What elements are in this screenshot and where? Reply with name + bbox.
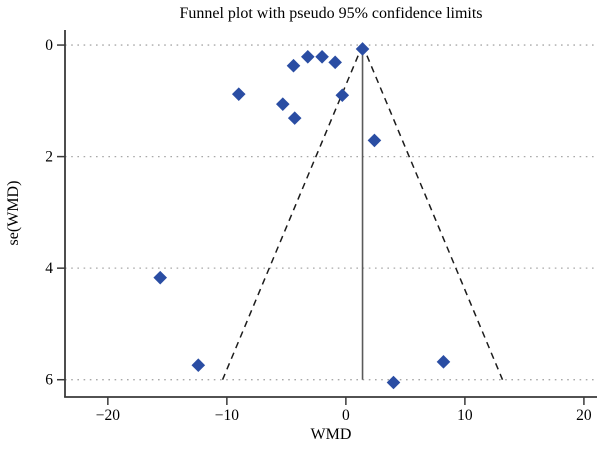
data-point-diamond-8 — [287, 111, 302, 125]
data-point-diamond-11 — [191, 358, 206, 373]
data-point-diamond-10 — [153, 270, 168, 285]
x-tick-label--20: −20 — [96, 407, 120, 424]
data-point-diamond-7 — [275, 97, 290, 111]
chart-title: Funnel plot with pseudo 95% confidence l… — [179, 5, 483, 22]
data-point-diamond-5 — [231, 87, 246, 101]
data-point-diamond-13 — [436, 355, 451, 369]
funnel-left-confidence-limit — [221, 44, 364, 380]
data-point-diamond-0 — [355, 42, 370, 56]
y-tick-label-0: 0 — [45, 37, 53, 54]
x-tick-label-0: 0 — [342, 407, 350, 424]
x-axis-label: WMD — [310, 426, 352, 443]
data-point-diamond-9 — [367, 133, 382, 148]
x-tick-label--10: −10 — [215, 407, 239, 424]
y-tick-label-2: 2 — [45, 149, 53, 166]
y-tick-label-4: 4 — [45, 260, 53, 277]
data-point-diamond-2 — [315, 49, 329, 64]
x-tick-label-20: 20 — [576, 407, 592, 424]
funnel-right-confidence-limit — [361, 44, 504, 380]
data-point-diamond-6 — [335, 88, 350, 103]
data-point-diamond-4 — [286, 58, 301, 73]
y-tick-label-6: 6 — [45, 372, 53, 389]
data-point-diamond-1 — [300, 49, 315, 64]
x-tick-label-10: 10 — [457, 407, 473, 424]
data-point-diamond-12 — [386, 375, 401, 390]
data-point-diamond-3 — [328, 55, 342, 70]
